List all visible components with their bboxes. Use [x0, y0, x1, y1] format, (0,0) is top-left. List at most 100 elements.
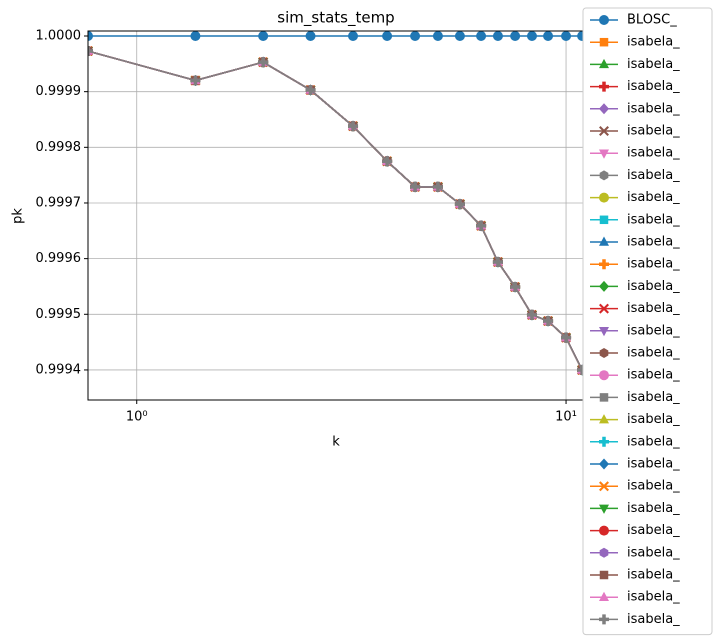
legend-label: isabela_ — [627, 612, 680, 627]
x-tick-label: 10⁰ — [126, 410, 148, 425]
legend-marker — [599, 192, 609, 203]
data-point — [190, 31, 201, 42]
data-point — [258, 31, 269, 42]
legend-label: isabela_ — [627, 190, 680, 205]
legend-marker — [599, 547, 609, 558]
data-point — [476, 31, 487, 42]
series-line — [88, 50, 583, 371]
data-point — [492, 256, 503, 267]
data-point — [88, 46, 93, 57]
data-point — [543, 31, 554, 42]
legend-marker — [599, 348, 609, 358]
data-point — [382, 31, 393, 42]
data-point — [526, 31, 537, 42]
data-point — [410, 181, 421, 192]
series-line — [88, 50, 583, 371]
legend-label: isabela_ — [627, 412, 680, 427]
x-axis-label: k — [332, 435, 340, 450]
series-line — [88, 50, 583, 371]
data-point — [476, 220, 487, 231]
y-tick-label: 0.9997 — [36, 195, 82, 210]
legend-label: isabela_ — [627, 79, 680, 94]
series-line — [88, 50, 583, 371]
legend-marker — [599, 414, 609, 424]
series-line — [88, 50, 583, 371]
series-line — [88, 50, 583, 371]
legend-label: isabela_ — [627, 368, 680, 383]
data-point — [510, 282, 521, 293]
series-line — [88, 50, 583, 371]
series-line — [88, 50, 583, 371]
legend-label: isabela_ — [627, 434, 680, 449]
series-line — [88, 50, 583, 371]
legend-marker — [599, 327, 609, 337]
legend-marker — [599, 525, 609, 536]
series-line — [88, 50, 583, 371]
data-point — [454, 31, 465, 42]
legend-marker — [599, 103, 609, 115]
legend-label: isabela_ — [627, 301, 680, 316]
legend-marker — [599, 58, 609, 69]
series-line — [88, 50, 583, 371]
series-line — [88, 50, 583, 371]
legend-label: isabela_ — [627, 479, 680, 494]
data-point — [492, 31, 503, 42]
legend-marker — [599, 37, 609, 47]
y-tick-label: 0.9999 — [36, 84, 82, 99]
legend-marker — [599, 570, 609, 580]
series-line — [88, 50, 583, 371]
data-point — [410, 31, 421, 42]
legend-marker — [599, 481, 609, 492]
data-point — [88, 31, 93, 41]
legend-label: isabela_ — [627, 568, 680, 583]
data-point — [258, 57, 269, 68]
legend-marker — [599, 236, 609, 246]
legend-label: isabela_ — [627, 235, 680, 250]
legend-label: isabela_ — [627, 523, 680, 538]
legend-label: BLOSC_ — [627, 13, 677, 28]
series-line — [88, 50, 583, 371]
series-line — [88, 50, 583, 371]
series-line — [88, 50, 583, 371]
legend-marker — [599, 436, 609, 447]
legend-marker — [599, 303, 609, 314]
series-line — [88, 50, 583, 371]
series-line — [88, 50, 583, 371]
data-point — [305, 84, 316, 95]
series-line — [88, 50, 583, 371]
legend-label: isabela_ — [627, 35, 680, 50]
plot-frame — [87, 30, 586, 401]
y-tick-label: 0.9995 — [36, 307, 82, 322]
data-point — [432, 31, 443, 42]
data-point — [305, 31, 316, 42]
data-point — [190, 75, 201, 86]
series-line — [88, 50, 583, 371]
y-axis-label: pk — [11, 208, 26, 224]
legend-marker — [599, 591, 609, 601]
series-line — [88, 50, 583, 371]
legend-marker — [599, 215, 609, 225]
legend-label: isabela_ — [627, 457, 680, 472]
legend-label: isabela_ — [627, 279, 680, 294]
y-tick-label: 0.9996 — [36, 251, 82, 266]
legend-marker — [599, 149, 609, 159]
legend-label: isabela_ — [627, 168, 680, 183]
data-point — [543, 315, 554, 326]
series-line — [88, 50, 583, 371]
y-tick-label: 0.9998 — [36, 140, 82, 155]
y-tick-label: 0.9994 — [36, 362, 82, 377]
legend-label: isabela_ — [627, 323, 680, 338]
legend-label: isabela_ — [627, 212, 680, 227]
legend-marker — [599, 170, 609, 181]
legend-label: isabela_ — [627, 590, 680, 605]
legend-box — [582, 7, 713, 636]
legend-label: isabela_ — [627, 346, 680, 361]
legend-marker — [599, 126, 609, 136]
data-point — [526, 309, 537, 320]
legend-marker — [599, 280, 609, 292]
legend-marker — [599, 393, 609, 402]
legend-marker — [599, 614, 609, 625]
data-point — [348, 31, 359, 42]
data-point — [348, 121, 359, 132]
